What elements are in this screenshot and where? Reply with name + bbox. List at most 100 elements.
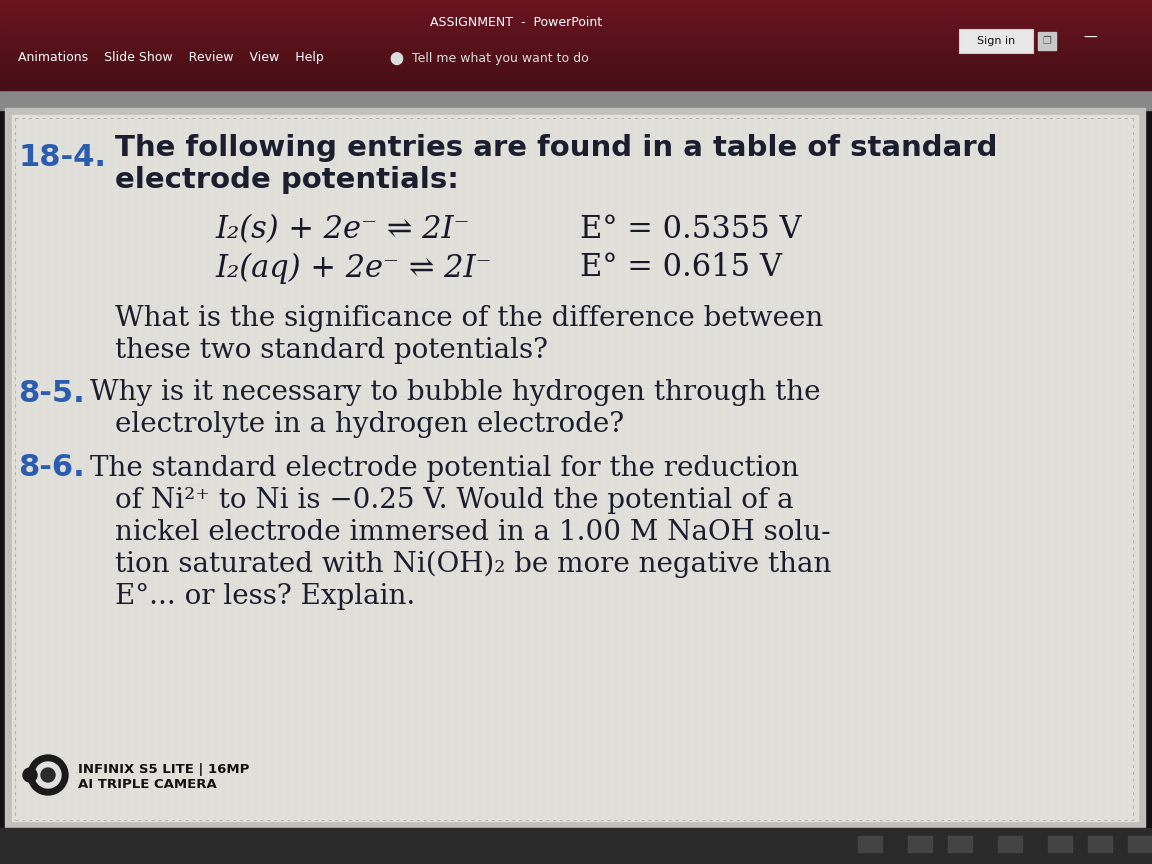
Bar [0, 84, 1152, 86]
Bar [0, 76, 1152, 77]
Bar [0, 77, 1152, 79]
Bar [1038, 32, 1056, 50]
Bar [0, 18, 1152, 19]
Text: E° = 0.5355 V: E° = 0.5355 V [579, 214, 802, 245]
Bar [0, 16, 1152, 17]
Bar [0, 12, 1152, 13]
Bar [0, 46, 1152, 48]
Bar [5, 108, 1145, 828]
Text: ⬤  Tell me what you want to do: ⬤ Tell me what you want to do [391, 51, 589, 65]
Bar [0, 3, 1152, 4]
Bar [0, 22, 1152, 23]
Bar [0, 54, 1152, 55]
Text: electrolyte in a hydrogen electrode?: electrolyte in a hydrogen electrode? [115, 411, 624, 439]
Text: INFINIX S5 LITE | 16MP: INFINIX S5 LITE | 16MP [78, 763, 249, 776]
Bar [0, 87, 1152, 88]
Bar [0, 38, 1152, 39]
Bar [0, 65, 1152, 67]
Bar [0, 11, 1152, 12]
Bar [0, 17, 1152, 18]
Bar [0, 36, 1152, 37]
Bar [0, 42, 1152, 43]
FancyBboxPatch shape [958, 29, 1033, 53]
Bar [0, 58, 1152, 60]
Bar [0, 53, 1152, 54]
Bar [0, 20, 1152, 22]
Text: I₂(s) + 2e⁻ ⇌ 2I⁻: I₂(s) + 2e⁻ ⇌ 2I⁻ [215, 214, 470, 245]
Bar [0, 79, 1152, 80]
Bar [0, 40, 1152, 41]
Text: ASSIGNMENT  -  PowerPoint: ASSIGNMENT - PowerPoint [430, 16, 602, 29]
Bar [1128, 836, 1152, 852]
Text: I₂(aq) + 2e⁻ ⇌ 2I⁻: I₂(aq) + 2e⁻ ⇌ 2I⁻ [215, 252, 492, 283]
Bar [0, 29, 1152, 30]
Bar [0, 74, 1152, 75]
Text: E°... or less? Explain.: E°... or less? Explain. [115, 582, 415, 609]
Bar [0, 7, 1152, 8]
Bar [0, 80, 1152, 81]
Bar [1048, 836, 1073, 852]
Bar [0, 90, 1152, 110]
Bar [0, 70, 1152, 71]
Circle shape [28, 755, 68, 795]
Text: Sign in: Sign in [977, 36, 1015, 46]
Bar [0, 35, 1152, 36]
Text: Why is it necessary to bubble hydrogen through the: Why is it necessary to bubble hydrogen t… [90, 379, 820, 406]
Bar [0, 45, 1152, 46]
Text: ❐: ❐ [1043, 36, 1052, 46]
Bar [0, 48, 1152, 49]
Bar [0, 86, 1152, 87]
Text: tion saturated with Ni(OH)₂ be more negative than: tion saturated with Ni(OH)₂ be more nega… [115, 550, 832, 578]
Text: of Ni²⁺ to Ni is −0.25 V. Would the potential of a: of Ni²⁺ to Ni is −0.25 V. Would the pote… [115, 486, 794, 513]
Bar [0, 19, 1152, 20]
Bar [998, 836, 1022, 852]
Bar [0, 13, 1152, 14]
Bar [0, 67, 1152, 68]
Bar [0, 44, 1152, 45]
Bar [0, 23, 1152, 24]
Bar [1087, 836, 1112, 852]
Bar [0, 8, 1152, 10]
Bar [0, 61, 1152, 62]
Text: 8-5.: 8-5. [18, 378, 85, 408]
Bar [0, 26, 1152, 27]
Text: —: — [1083, 31, 1097, 45]
Bar [0, 82, 1152, 83]
Text: 18-4.: 18-4. [18, 143, 106, 173]
Bar [0, 28, 1152, 29]
Text: E° = 0.615 V: E° = 0.615 V [579, 252, 782, 283]
Bar [0, 69, 1152, 70]
Bar [0, 15, 1152, 16]
Bar [0, 89, 1152, 90]
Bar [0, 1, 1152, 3]
Bar [858, 836, 882, 852]
Circle shape [23, 768, 37, 782]
Bar [0, 85, 1152, 86]
Bar [0, 52, 1152, 54]
Bar [0, 57, 1152, 58]
Text: nickel electrode immersed in a 1.00 M NaOH solu-: nickel electrode immersed in a 1.00 M Na… [115, 518, 831, 545]
Bar [0, 25, 1152, 26]
Bar [0, 51, 1152, 52]
Bar [0, 24, 1152, 25]
Bar [0, 75, 1152, 76]
Bar [0, 64, 1152, 65]
Bar [0, 27, 1152, 29]
Text: The following entries are found in a table of standard: The following entries are found in a tab… [115, 134, 998, 162]
Bar [0, 37, 1152, 38]
Bar [0, 63, 1152, 64]
Bar [0, 41, 1152, 42]
Circle shape [35, 762, 61, 788]
Bar [0, 9, 1152, 10]
Bar [0, 39, 1152, 41]
Bar [0, 47, 1152, 48]
Bar [0, 4, 1152, 5]
Bar [0, 21, 1152, 22]
Bar [0, 31, 1152, 32]
Text: these two standard potentials?: these two standard potentials? [115, 336, 548, 364]
Bar [0, 30, 1152, 31]
Bar [0, 83, 1152, 84]
Text: The standard electrode potential for the reduction: The standard electrode potential for the… [90, 454, 799, 481]
Bar [0, 33, 1152, 35]
Bar [0, 10, 1152, 11]
